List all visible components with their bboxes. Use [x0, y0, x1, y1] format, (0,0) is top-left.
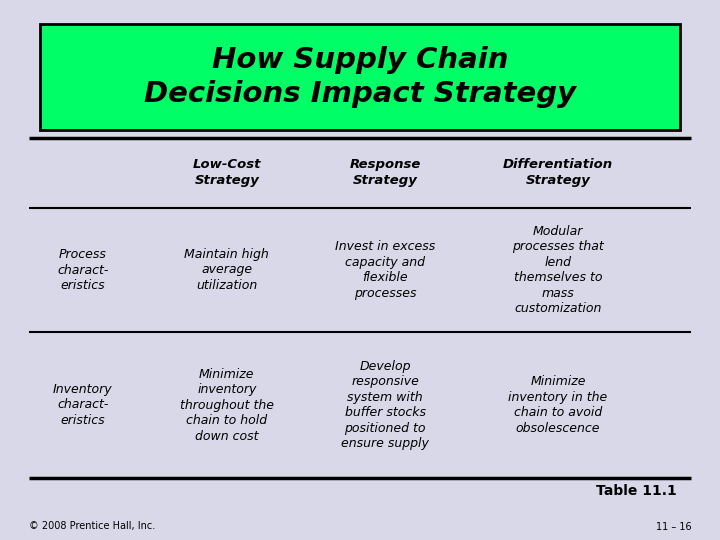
Text: Low-Cost
Strategy: Low-Cost Strategy — [192, 158, 261, 187]
Text: Response
Strategy: Response Strategy — [349, 158, 421, 187]
Text: How Supply Chain
Decisions Impact Strategy: How Supply Chain Decisions Impact Strate… — [144, 46, 576, 108]
Text: Table 11.1: Table 11.1 — [596, 484, 677, 498]
Text: Process
charact-
eristics: Process charact- eristics — [57, 248, 109, 292]
Text: Differentiation
Strategy: Differentiation Strategy — [503, 158, 613, 187]
Text: Invest in excess
capacity and
flexible
processes: Invest in excess capacity and flexible p… — [335, 240, 436, 300]
Text: Maintain high
average
utilization: Maintain high average utilization — [184, 248, 269, 292]
FancyBboxPatch shape — [40, 24, 680, 130]
Text: Modular
processes that
lend
themselves to
mass
customization: Modular processes that lend themselves t… — [512, 225, 604, 315]
Text: © 2008 Prentice Hall, Inc.: © 2008 Prentice Hall, Inc. — [29, 522, 155, 531]
Text: Develop
responsive
system with
buffer stocks
positioned to
ensure supply: Develop responsive system with buffer st… — [341, 360, 429, 450]
Text: Minimize
inventory
throughout the
chain to hold
down cost: Minimize inventory throughout the chain … — [180, 368, 274, 442]
Text: Minimize
inventory in the
chain to avoid
obsolescence: Minimize inventory in the chain to avoid… — [508, 375, 608, 435]
Text: 11 – 16: 11 – 16 — [656, 522, 691, 531]
Text: Inventory
charact-
eristics: Inventory charact- eristics — [53, 383, 112, 427]
